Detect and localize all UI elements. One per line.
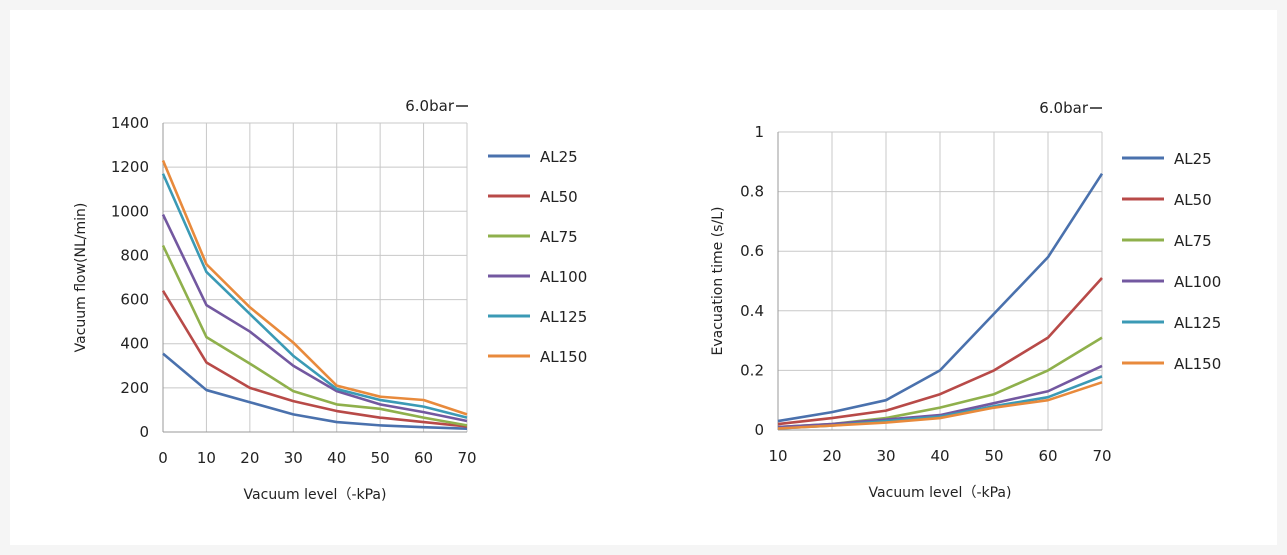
legend-label: AL50 — [1174, 191, 1212, 209]
series-line-al100 — [777, 364, 1103, 429]
y-tick-label: 200 — [120, 379, 149, 397]
x-tick-label: 50 — [984, 447, 1003, 465]
chart-1: 0 10 20 30 40 50 60 70 0 200 400 600 800 1000 1200 1400… — [73, 97, 587, 503]
charts-canvas: 0 10 20 30 40 50 60 700200400600800100012001400… — [73, 97, 1221, 503]
pressure-annotation: 6.0bar — [405, 97, 455, 115]
legend-label: AL125 — [540, 308, 587, 326]
legend-label: AL25 — [540, 148, 578, 166]
x-tick-label: 10 — [197, 449, 216, 467]
x-tick-label: 20 — [240, 449, 259, 467]
series-line-al125 — [161, 173, 468, 419]
y-tick-label: 0 — [139, 423, 149, 441]
legend-label: AL100 — [1174, 273, 1221, 291]
pressure-annotation: 6.0bar — [1039, 99, 1089, 117]
gridlines — [777, 131, 1103, 431]
y-tick-label: 0.6 — [740, 242, 764, 260]
legend-label: AL50 — [540, 188, 578, 206]
x-tick-label: 20 — [822, 447, 841, 465]
series-line-al75 — [161, 244, 468, 427]
series-line-al150 — [161, 160, 468, 416]
legend-label: AL150 — [540, 348, 587, 366]
x-tick-label: 0 — [158, 449, 168, 467]
y-tick-label: 1000 — [111, 202, 149, 220]
series-line-al100 — [161, 214, 468, 423]
x-tick-label: 30 — [284, 449, 303, 467]
gridlines — [162, 122, 468, 433]
series-line-al50 — [161, 290, 468, 428]
y-tick-label: 0.4 — [740, 302, 764, 320]
chart-card: 0 10 20 30 40 50 60 70 0 200 400 600 800 1000 1200 1400… — [10, 10, 1277, 545]
chart-2: 10 20 30 40 50 60 70 0 0.2 0.4 0.6 0.8 1 Vacuum level… — [710, 99, 1221, 501]
y-tick-label: 400 — [120, 335, 149, 353]
y-tick-label: 0 — [754, 421, 764, 439]
series-line-al50 — [777, 277, 1103, 426]
x-tick-label: 40 — [930, 447, 949, 465]
legend-label: AL125 — [1174, 314, 1221, 332]
x-tick-label: 50 — [371, 449, 390, 467]
y-tick-label: 1400 — [111, 114, 149, 132]
series-line-al25 — [162, 352, 468, 430]
y-tick-label: 1 — [754, 123, 764, 141]
x-tick-label: 30 — [876, 447, 895, 465]
y-tick-label: 1200 — [111, 158, 149, 176]
y-tick-label: 0.2 — [740, 361, 764, 379]
legend-label: AL75 — [540, 228, 578, 246]
x-tick-label: 70 — [1092, 447, 1111, 465]
series-line-al25 — [777, 173, 1104, 423]
legend-label: AL25 — [1174, 150, 1212, 168]
y-axis-title: Vacuum flow(NL/min) — [73, 203, 89, 353]
y-tick-label: 800 — [120, 246, 149, 264]
legend-label: AL150 — [1174, 355, 1221, 373]
x-axis-title: Vacuum level（-kPa) — [244, 487, 387, 503]
x-tick-label: 60 — [1038, 447, 1057, 465]
y-tick-label: 600 — [120, 291, 149, 309]
y-tick-label: 0.8 — [740, 183, 764, 201]
x-tick-label: 40 — [327, 449, 346, 467]
legend-label: AL75 — [1174, 232, 1212, 250]
x-tick-label: 10 — [768, 447, 787, 465]
x-tick-label: 60 — [414, 449, 433, 467]
x-axis-title: Vacuum level（-kPa) — [869, 485, 1012, 501]
x-tick-label: 70 — [457, 449, 476, 467]
legend-label: AL100 — [540, 268, 587, 286]
series-line-al150 — [777, 381, 1103, 430]
y-axis-title: Evacuation time (s/L) — [710, 207, 726, 356]
